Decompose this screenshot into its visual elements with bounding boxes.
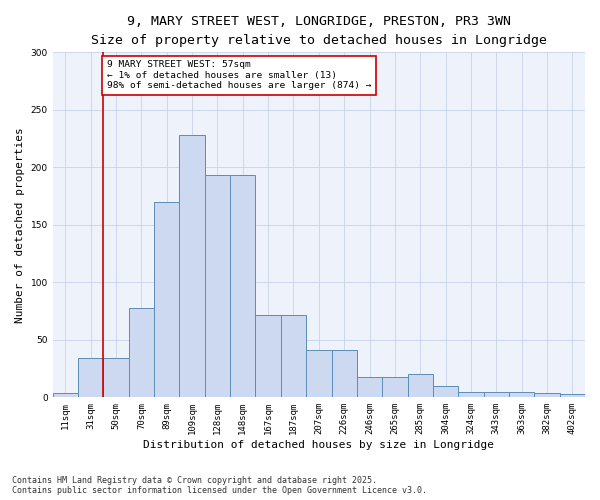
Title: 9, MARY STREET WEST, LONGRIDGE, PRESTON, PR3 3WN
Size of property relative to de: 9, MARY STREET WEST, LONGRIDGE, PRESTON,… <box>91 15 547 47</box>
Bar <box>306 350 332 398</box>
Y-axis label: Number of detached properties: Number of detached properties <box>15 127 25 322</box>
Bar <box>179 135 205 398</box>
Bar <box>357 376 382 398</box>
Bar <box>560 394 585 398</box>
Bar <box>53 392 78 398</box>
Bar <box>433 386 458 398</box>
Bar <box>230 176 256 398</box>
Bar <box>256 314 281 398</box>
Bar <box>154 202 179 398</box>
Bar <box>129 308 154 398</box>
Bar <box>205 176 230 398</box>
Bar <box>382 376 407 398</box>
Bar <box>78 358 103 398</box>
X-axis label: Distribution of detached houses by size in Longridge: Distribution of detached houses by size … <box>143 440 494 450</box>
Bar <box>281 314 306 398</box>
Bar <box>458 392 484 398</box>
Text: Contains HM Land Registry data © Crown copyright and database right 2025.
Contai: Contains HM Land Registry data © Crown c… <box>12 476 427 495</box>
Bar <box>484 392 509 398</box>
Bar <box>407 374 433 398</box>
Text: 9 MARY STREET WEST: 57sqm
← 1% of detached houses are smaller (13)
98% of semi-d: 9 MARY STREET WEST: 57sqm ← 1% of detach… <box>107 60 371 90</box>
Bar <box>103 358 129 398</box>
Bar <box>535 392 560 398</box>
Bar <box>509 392 535 398</box>
Bar <box>332 350 357 398</box>
